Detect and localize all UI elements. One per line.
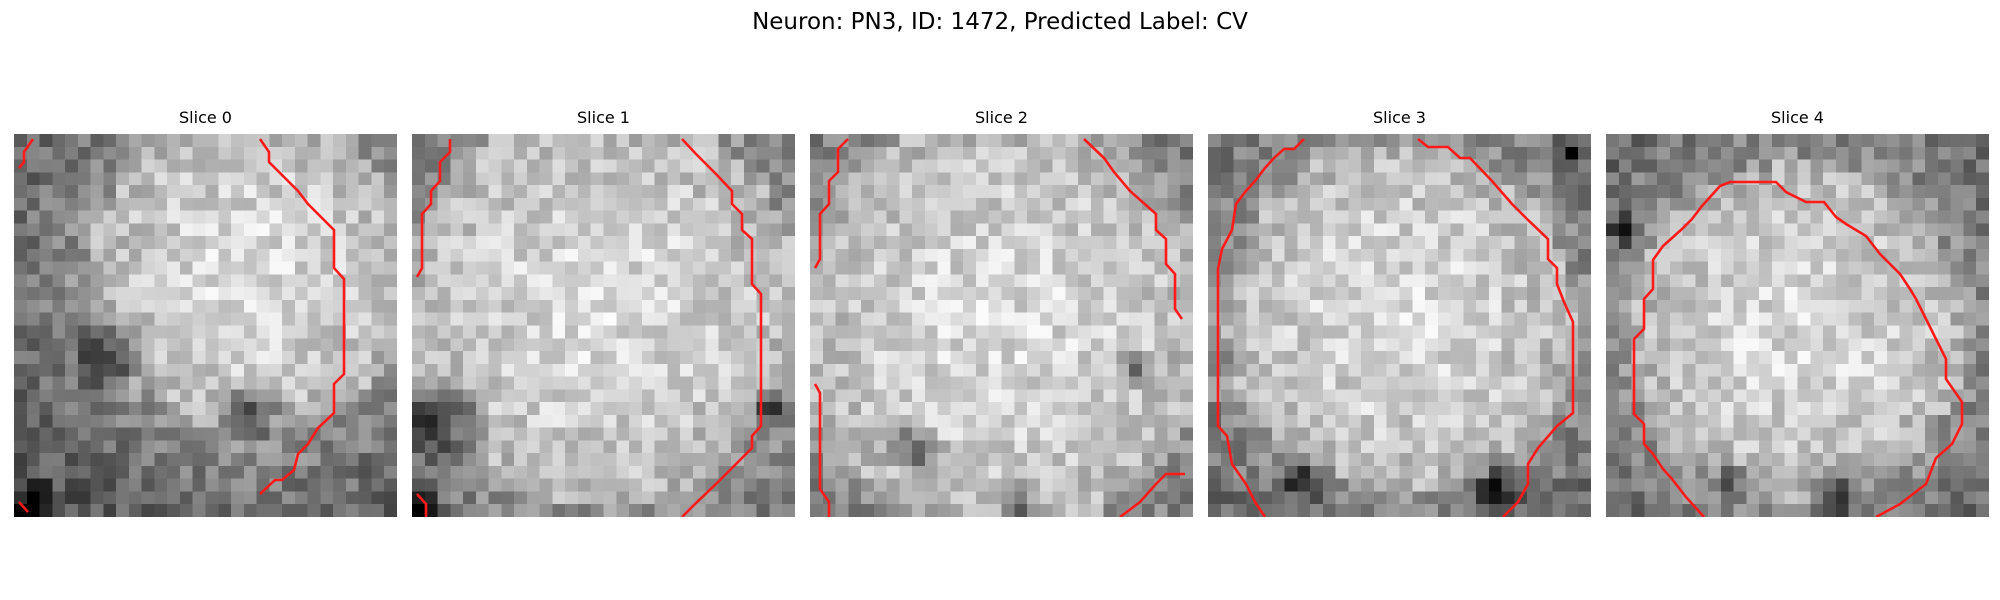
slice-grayscale-canvas-2 [810,134,1193,517]
slice-panel-3: Slice 3 [1208,108,1591,517]
slice-grayscale-canvas-0 [14,134,397,517]
slice-image-0 [14,134,397,517]
slice-image-3 [1208,134,1591,517]
slice-image-2 [810,134,1193,517]
slice-image-1 [412,134,795,517]
slice-title-0: Slice 0 [179,108,232,127]
figure-title: Neuron: PN3, ID: 1472, Predicted Label: … [752,9,1248,35]
slice-panel-2: Slice 2 [810,108,1193,517]
slice-panel-1: Slice 1 [412,108,795,517]
slice-grayscale-canvas-4 [1606,134,1989,517]
slice-grayscale-canvas-1 [412,134,795,517]
slice-panel-0: Slice 0 [14,108,397,517]
slice-title-1: Slice 1 [577,108,630,127]
slice-panel-4: Slice 4 [1606,108,1989,517]
slice-title-4: Slice 4 [1771,108,1824,127]
slice-title-3: Slice 3 [1373,108,1426,127]
slice-image-4 [1606,134,1989,517]
slice-title-2: Slice 2 [975,108,1028,127]
slice-grayscale-canvas-3 [1208,134,1591,517]
